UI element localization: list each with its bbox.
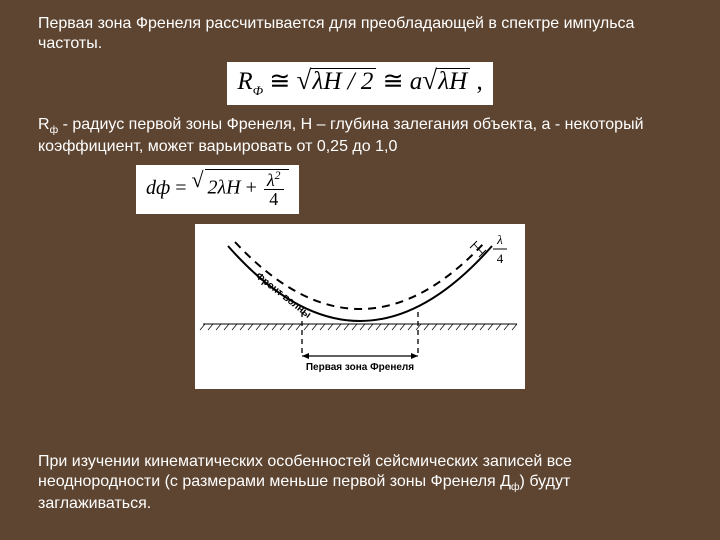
diagram-container: λ4Фронт волныПервая зона Френеля [38,224,682,394]
svg-text:Первая зона Френеля: Первая зона Френеля [306,362,414,373]
definitions-paragraph: Rф - радиус первой зоны Френеля, Н – глу… [38,115,682,157]
formula-1: RФ ≅ λH / 2 ≅ aλH , [237,68,482,95]
slide-root: Первая зона Френеля рассчитывается для п… [0,0,720,540]
formula-1-container: RФ ≅ λH / 2 ≅ aλH , [38,62,682,105]
svg-text:λ: λ [496,232,503,247]
intro-paragraph: Первая зона Френеля рассчитывается для п… [38,14,682,54]
formula-2-box: dф = 2λH + λ2 4 [136,165,299,214]
fresnel-zone-diagram: λ4Фронт волныПервая зона Френеля [195,224,525,389]
formula-2: dф = 2λH + λ2 4 [146,177,289,199]
formula-2-container: dф = 2λH + λ2 4 [136,165,682,214]
conclusion-paragraph: При изучении кинематических особенностей… [38,452,682,514]
formula-1-box: RФ ≅ λH / 2 ≅ aλH , [227,62,492,105]
svg-text:4: 4 [497,251,504,266]
